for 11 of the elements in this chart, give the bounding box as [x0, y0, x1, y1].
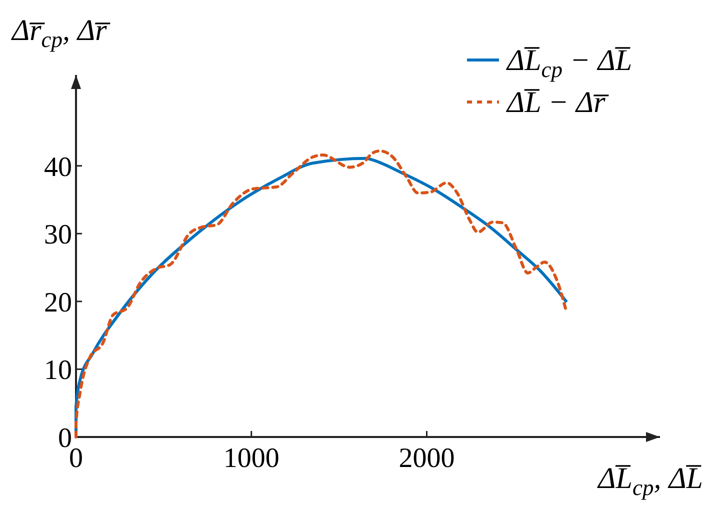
y-tick-label: 0: [58, 423, 72, 454]
y-tick-label: 20: [44, 287, 72, 318]
y-tick-label: 40: [44, 152, 72, 183]
y-tick-label: 30: [44, 220, 72, 251]
y-tick-label: 10: [44, 355, 72, 386]
y-axis-title: Δr̅$_{cp}$, Δr̅: [11, 14, 112, 52]
x-tick-label: 2000: [398, 443, 455, 474]
legend-label: ΔL̅ − Δr̅: [506, 86, 610, 119]
legend-label: ΔL̅$_{cp}$ − ΔL̅: [506, 44, 632, 82]
x-axis-title: ΔL̅$_{cp}$, ΔL̅: [597, 462, 703, 500]
x-tick-label: 1000: [223, 443, 280, 474]
